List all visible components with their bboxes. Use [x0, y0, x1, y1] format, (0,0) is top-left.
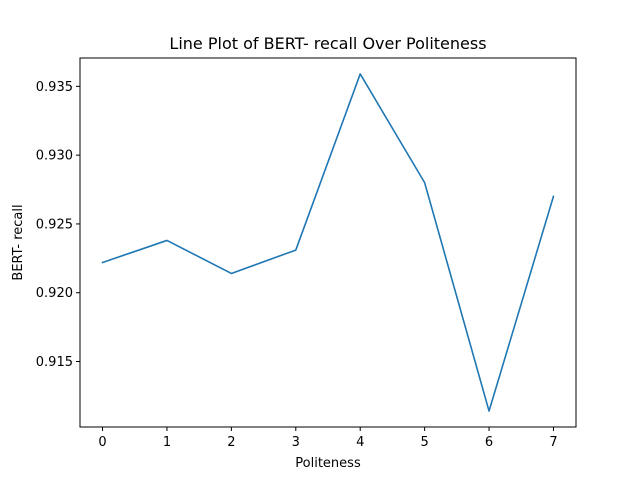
x-tick-label: 7: [549, 435, 557, 450]
x-tick-label: 5: [420, 435, 428, 450]
y-tick-label: 0.930: [36, 149, 73, 164]
x-tick-label: 4: [356, 435, 364, 450]
y-tick-label: 0.915: [36, 355, 73, 370]
x-tick-label: 0: [98, 435, 106, 450]
x-tick-label: 6: [485, 435, 493, 450]
x-tick-label: 1: [163, 435, 171, 450]
x-axis-label: Politeness: [295, 456, 361, 471]
x-tick-label: 3: [292, 435, 300, 450]
y-tick-label: 0.935: [36, 80, 73, 95]
x-tick-label: 2: [227, 435, 235, 450]
y-tick-label: 0.925: [36, 217, 73, 232]
y-tick-label: 0.920: [36, 286, 73, 301]
y-axis-label: BERT- recall: [11, 204, 26, 280]
chart-title: Line Plot of BERT- recall Over Politenes…: [169, 34, 486, 53]
